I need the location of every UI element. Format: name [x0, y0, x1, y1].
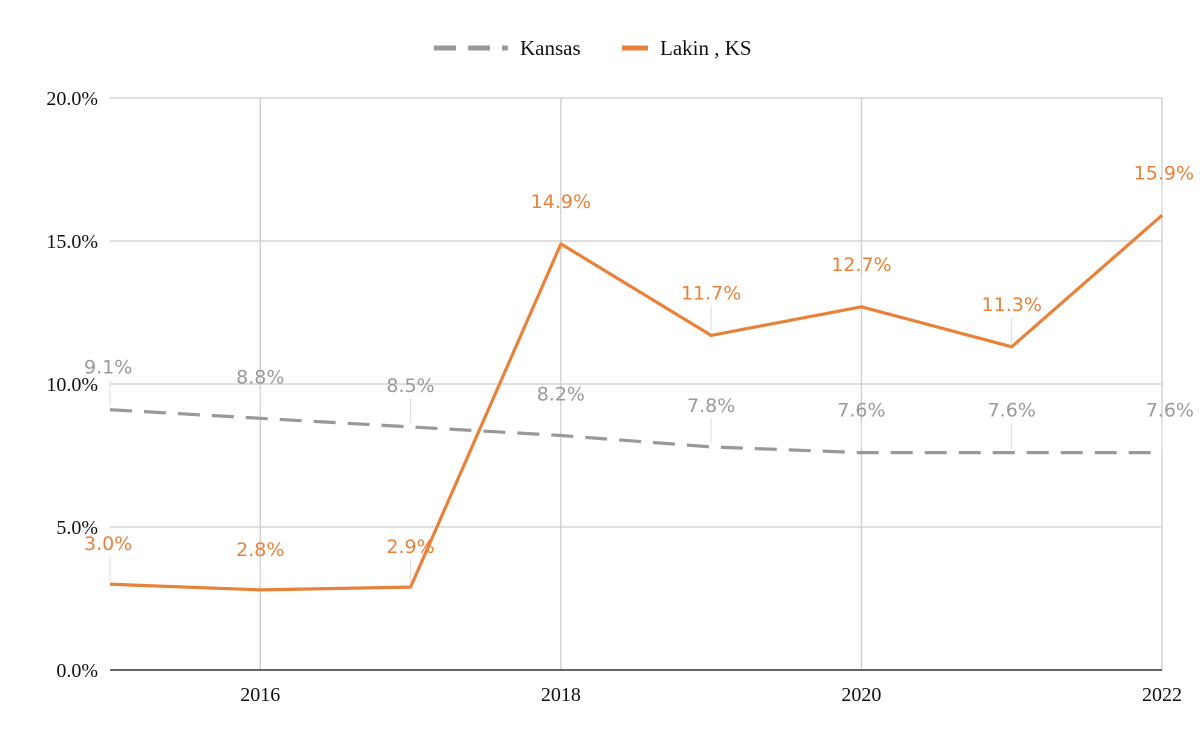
- x-tick-label: 2016: [240, 684, 280, 706]
- y-tick-label: 0.0%: [56, 660, 98, 682]
- legend-label-lakin: Lakin , KS: [660, 36, 752, 60]
- data-label-lakin: 14.9%: [531, 191, 591, 213]
- data-label-kansas: 7.6%: [1146, 400, 1194, 422]
- data-label-kansas: 8.5%: [386, 375, 434, 397]
- data-label-kansas: 8.2%: [537, 383, 585, 405]
- data-label-kansas: 7.6%: [837, 400, 885, 422]
- data-label-lakin: 12.7%: [831, 254, 891, 276]
- y-tick-label: 5.0%: [56, 517, 98, 539]
- data-label-kansas: 7.8%: [687, 395, 735, 417]
- x-tick-label: 2022: [1142, 684, 1182, 706]
- y-tick-label: 15.0%: [46, 231, 98, 253]
- data-label-leaders: [109, 185, 1163, 586]
- data-label-lakin: 15.9%: [1134, 162, 1194, 184]
- data-label-kansas: 8.8%: [236, 366, 284, 388]
- gridlines: [110, 97, 1163, 670]
- x-tick-label: 2018: [541, 684, 581, 706]
- legend-label-kansas: Kansas: [520, 36, 581, 60]
- x-axis: 2016 2018 2020 2022: [110, 669, 1182, 706]
- data-label-lakin: 3.0%: [84, 533, 132, 555]
- data-label-lakin: 11.7%: [681, 282, 741, 304]
- data-label-lakin: 11.3%: [982, 294, 1042, 316]
- y-tick-label: 20.0%: [46, 88, 98, 110]
- series-lines: [109, 214, 1164, 592]
- y-axis: 0.0% 5.0% 10.0% 15.0% 20.0%: [46, 88, 98, 682]
- data-label-lakin: 2.8%: [236, 539, 284, 561]
- series-line-lakin: [109, 214, 1164, 592]
- y-tick-label: 10.0%: [46, 374, 98, 396]
- x-tick-label: 2020: [841, 684, 881, 706]
- data-label-lakin: 2.9%: [386, 536, 434, 558]
- legend: Kansas Lakin , KS: [434, 36, 752, 60]
- data-labels: 9.1% 8.8% 8.5% 8.2% 7.8% 7.6% 7.6% 7.6% …: [84, 162, 1194, 561]
- series-line-kansas: [109, 408, 1162, 455]
- data-label-kansas: 7.6%: [988, 400, 1036, 422]
- data-label-kansas: 9.1%: [84, 357, 132, 379]
